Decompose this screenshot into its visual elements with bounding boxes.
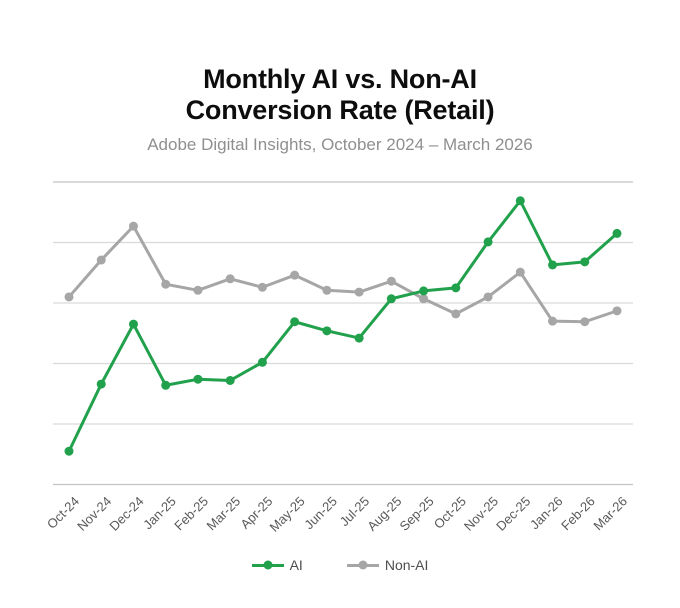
data-point-ai [257, 357, 267, 367]
x-tick-label: Mar-25 [204, 494, 244, 534]
data-point-ai [548, 260, 558, 270]
legend: AI Non-AI [0, 557, 680, 573]
x-tick-label: Dec-25 [493, 494, 533, 534]
legend-label-non-ai: Non-AI [384, 557, 429, 573]
x-tick-label: Jun-25 [301, 494, 340, 533]
data-point-ai [322, 326, 332, 336]
data-point-ai [419, 286, 429, 296]
x-tick-label: Mar-26 [590, 494, 630, 534]
data-point-non-ai [515, 267, 525, 277]
data-point-non-ai [161, 279, 171, 289]
series-line-ai [67, 199, 619, 453]
data-point-non-ai [64, 292, 74, 302]
data-point-non-ai [548, 316, 558, 326]
legend-marker-ai [251, 560, 284, 571]
data-point-non-ai [225, 274, 235, 284]
x-tick-label: Sep-25 [396, 494, 436, 534]
data-point-ai [290, 317, 300, 327]
data-point-non-ai [612, 306, 622, 316]
x-tick-label: Feb-26 [558, 494, 598, 534]
x-tick-label: May-25 [267, 494, 308, 535]
x-tick-label: Jan-25 [140, 494, 179, 533]
legend-item-non-ai: Non-AI [346, 557, 429, 573]
data-point-ai [193, 374, 203, 384]
data-point-ai [386, 294, 396, 304]
data-point-non-ai [322, 285, 332, 295]
data-point-non-ai [419, 294, 429, 304]
data-point-ai [451, 283, 461, 293]
chart-subtitle: Adobe Digital Insights, October 2024 – M… [147, 135, 533, 154]
data-point-non-ai [354, 287, 364, 297]
x-tick-label: Dec-24 [106, 494, 146, 534]
data-point-ai [515, 196, 525, 206]
data-point-non-ai [580, 317, 590, 327]
x-tick-label: Nov-25 [461, 494, 501, 534]
data-point-ai [161, 380, 171, 390]
data-point-non-ai [290, 270, 300, 280]
x-tick-label: Jan-26 [527, 494, 566, 533]
chart-header: Monthly AI vs. Non-AI Conversion Rate (R… [0, 64, 680, 155]
data-point-ai [64, 446, 74, 456]
legend-item-ai: AI [251, 557, 303, 573]
data-point-non-ai [257, 282, 267, 292]
data-point-ai [580, 257, 590, 267]
legend-marker-non-ai [346, 560, 379, 571]
series-line-non-ai [67, 224, 619, 324]
data-point-ai [483, 237, 493, 247]
data-point-ai [225, 375, 235, 385]
data-point-non-ai [128, 221, 138, 231]
data-point-ai [612, 228, 622, 238]
chart-title: Monthly AI vs. Non-AI Conversion Rate (R… [0, 64, 680, 126]
chart-title-line1: Monthly AI vs. Non-AI [203, 64, 477, 94]
x-tick-label: Nov-24 [74, 494, 114, 534]
x-tick-label: Aug-25 [364, 494, 404, 534]
chart-title-line2: Conversion Rate (Retail) [185, 95, 495, 125]
data-point-non-ai [451, 309, 461, 319]
data-point-non-ai [96, 255, 106, 265]
data-point-ai [96, 379, 106, 389]
data-point-non-ai [483, 292, 493, 302]
legend-label-ai: AI [289, 557, 303, 573]
data-point-ai [354, 333, 364, 343]
x-tick-label: Feb-25 [171, 494, 211, 534]
data-point-non-ai [193, 285, 203, 295]
data-point-non-ai [386, 276, 396, 286]
data-point-ai [128, 319, 138, 329]
